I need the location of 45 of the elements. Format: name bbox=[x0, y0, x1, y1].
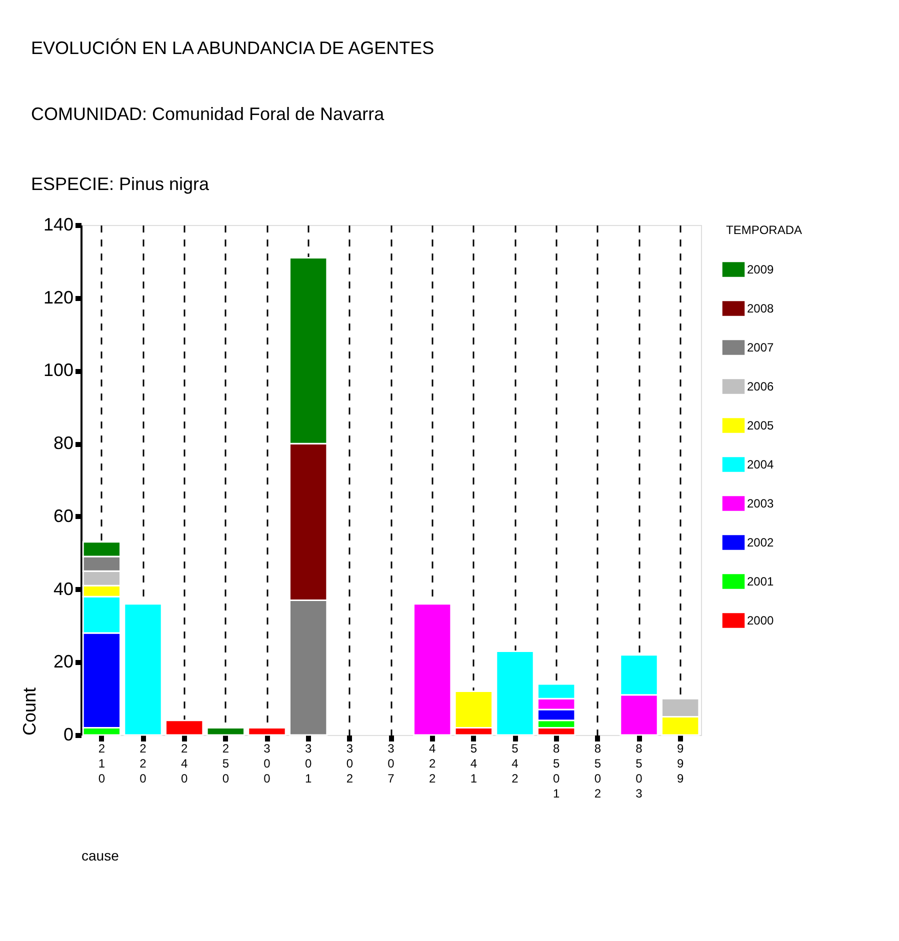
legend-label: 2005 bbox=[747, 418, 774, 432]
legend-label: 2004 bbox=[747, 458, 774, 472]
x-tick-label: 542 bbox=[512, 742, 519, 786]
x-tick-label: 210 bbox=[98, 742, 106, 786]
bar bbox=[164, 720, 204, 736]
legend-label: 2007 bbox=[747, 340, 774, 354]
x-tick-label: 422 bbox=[428, 742, 436, 786]
legend-label: 2001 bbox=[747, 574, 774, 588]
y-tick-label: 40 bbox=[53, 578, 74, 599]
text: COMUNIDAD: Comunidad Foral de Navarra bbox=[30, 104, 384, 124]
x-tick-label: 300 bbox=[264, 742, 271, 786]
legend-label: 2002 bbox=[747, 536, 774, 550]
legend-label: 2000 bbox=[747, 614, 774, 628]
x-tick-label: 8501 bbox=[552, 742, 560, 800]
x-tick-label: 541 bbox=[470, 742, 478, 786]
x-tick-label: 301 bbox=[304, 742, 312, 786]
legend-label: 2008 bbox=[747, 302, 774, 316]
bar bbox=[206, 726, 246, 736]
legend-title: TEMPORADA bbox=[726, 223, 802, 237]
legend-label: 2003 bbox=[747, 496, 774, 510]
y-tick-label: 80 bbox=[53, 433, 74, 454]
y-tick-label: 140 bbox=[43, 214, 74, 234]
bar bbox=[248, 726, 286, 736]
bar bbox=[412, 603, 452, 736]
bar bbox=[124, 603, 162, 736]
bar bbox=[496, 650, 534, 736]
y-tick-label: 60 bbox=[53, 506, 74, 526]
y-axis-title: Count bbox=[19, 687, 40, 736]
x-tick-label: 8502 bbox=[594, 742, 602, 800]
text: ESPECIE: Pinus nigra bbox=[30, 174, 210, 194]
x-tick-label: 8503 bbox=[636, 742, 643, 800]
y-tick-label: 0 bbox=[63, 724, 74, 744]
x-tick-label: 250 bbox=[222, 742, 230, 786]
y-tick-label: 20 bbox=[53, 652, 74, 672]
y-tick-label: 100 bbox=[43, 360, 74, 380]
legend-label: 2009 bbox=[747, 262, 774, 276]
x-tick-label: 302 bbox=[346, 742, 354, 786]
x-tick-label: 220 bbox=[140, 742, 147, 786]
y-tick-label: 120 bbox=[43, 287, 74, 308]
x-tick-label: 307 bbox=[388, 742, 395, 786]
x-tick-label: 240 bbox=[180, 742, 188, 786]
x-axis-title: cause bbox=[82, 848, 120, 864]
chart-title: EVOLUCIÓN EN LA ABUNDANCIA DE AGENTES bbox=[30, 38, 434, 58]
x-tick-label: 999 bbox=[676, 742, 684, 786]
legend-label: 2006 bbox=[747, 380, 774, 394]
